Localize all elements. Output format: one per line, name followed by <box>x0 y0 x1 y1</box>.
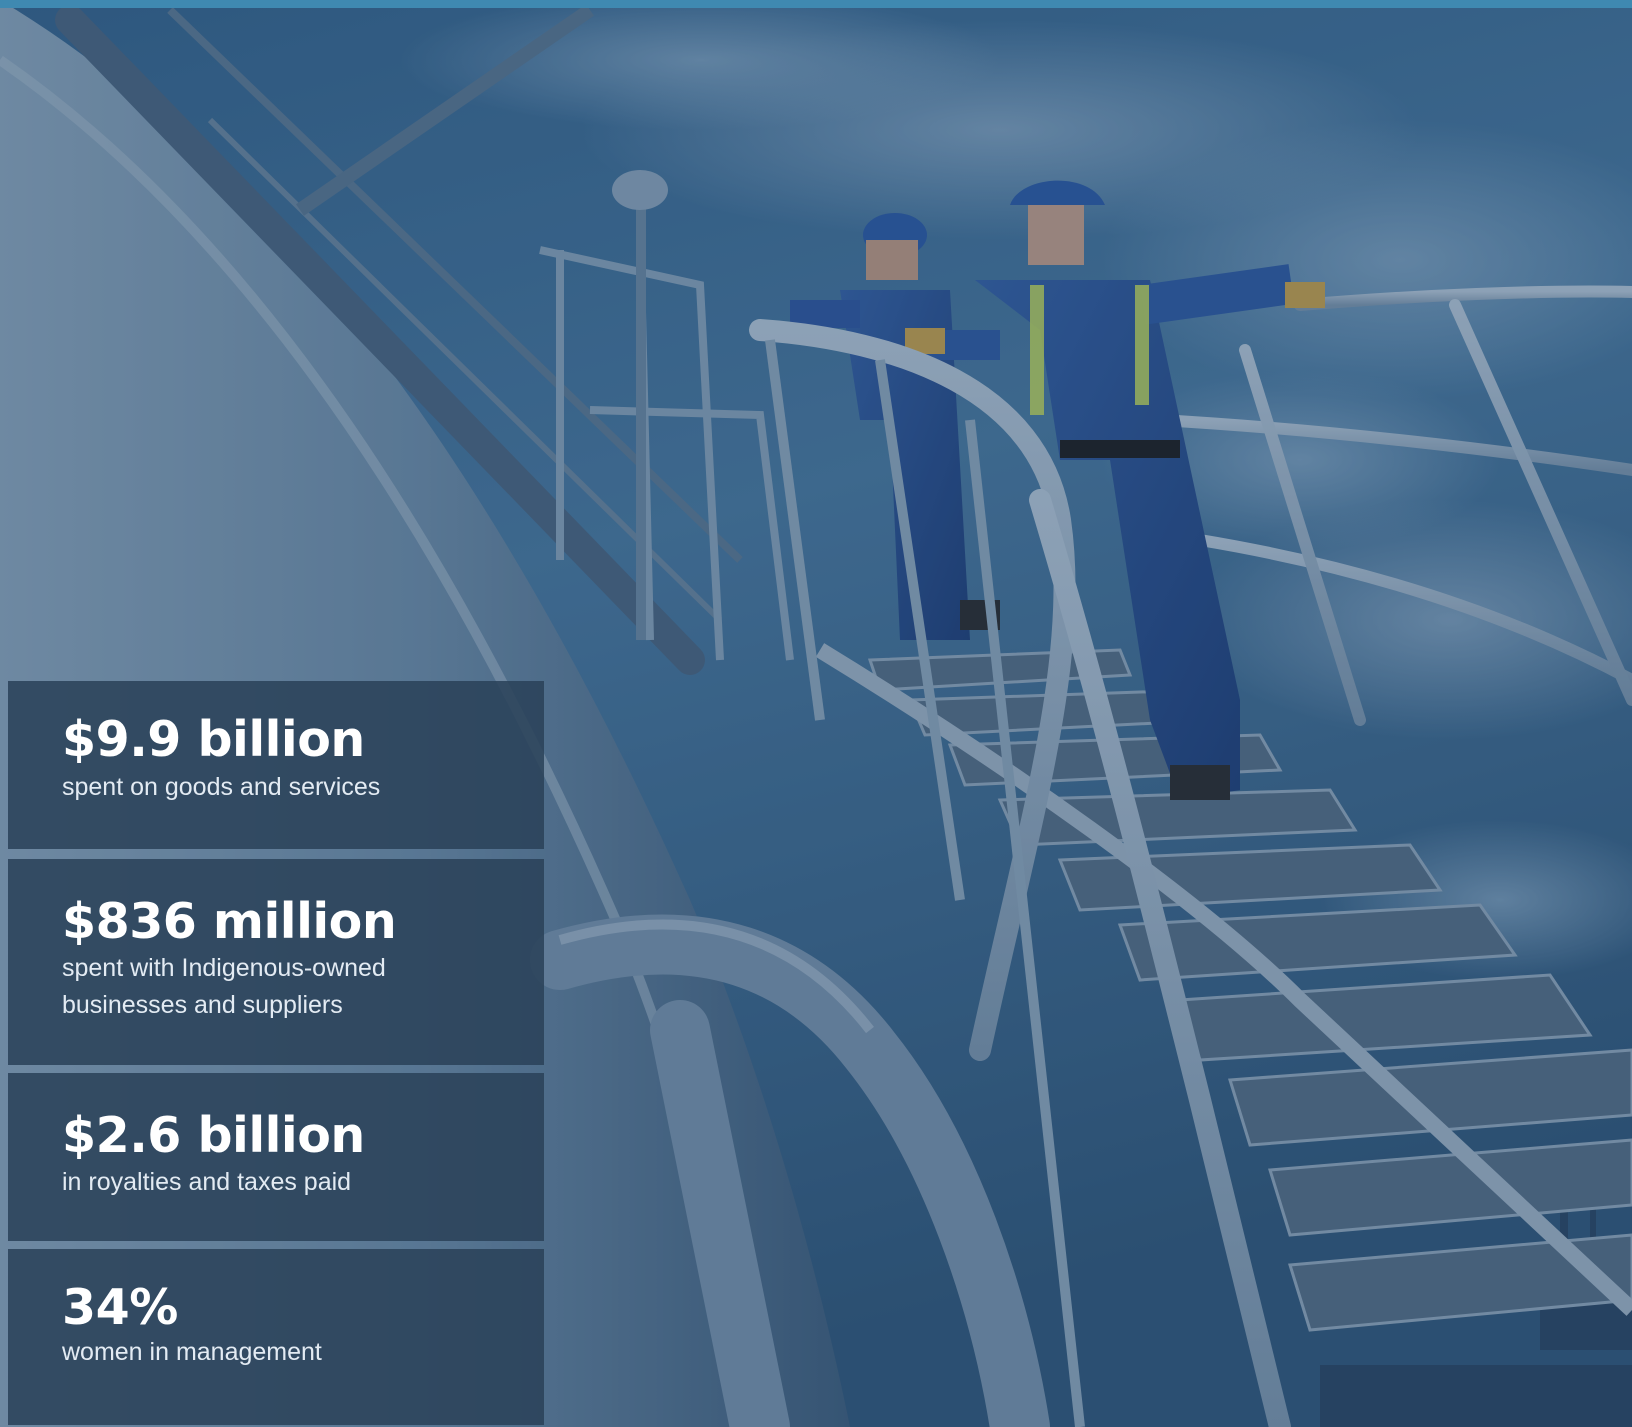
stat-card-royalties-taxes: $2.6 billion in royalties and taxes paid <box>8 1073 544 1241</box>
stat-card-indigenous-suppliers: $836 million spent with Indigenous-owned… <box>8 859 544 1065</box>
worker-front <box>905 180 1325 800</box>
stat-card-women-management: 34% women in management <box>8 1249 544 1425</box>
accent-bar <box>0 0 1632 8</box>
stat-value: $9.9 billion <box>62 711 365 768</box>
stat-caption: spent on goods and services <box>62 773 381 801</box>
stat-card-goods-services: $9.9 billion spent on goods and services <box>8 681 544 849</box>
stat-value: $2.6 billion <box>62 1107 365 1164</box>
stat-value: 34% <box>62 1279 178 1336</box>
stat-caption: in royalties and taxes paid <box>62 1168 352 1196</box>
stat-caption: spent with Indigenous-owned businesses a… <box>62 954 386 1019</box>
stat-value: $836 million <box>62 893 397 950</box>
stat-caption: women in management <box>62 1338 322 1366</box>
